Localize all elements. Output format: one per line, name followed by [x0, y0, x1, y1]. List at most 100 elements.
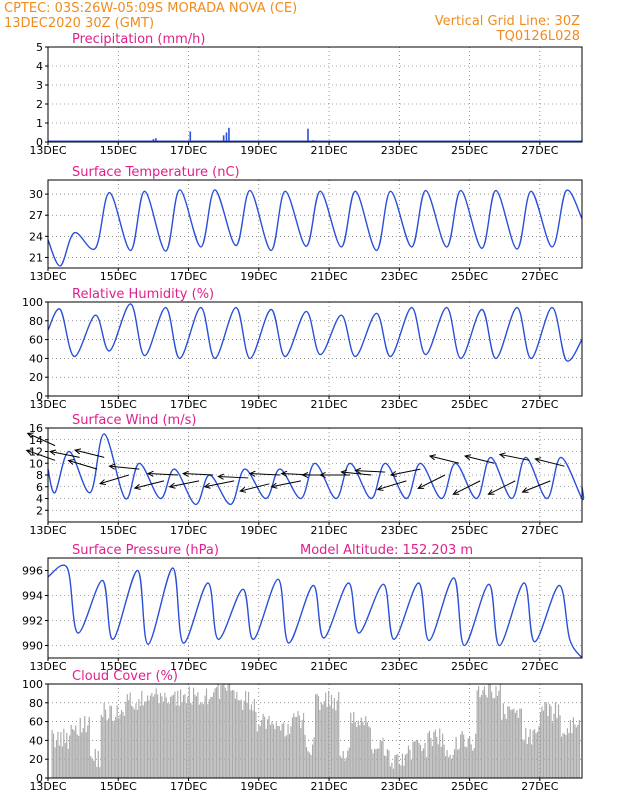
cloud-bar: [496, 695, 499, 778]
cloud-bar: [304, 734, 306, 778]
cloud-bar: [440, 746, 442, 778]
cloud-bar: [403, 765, 405, 778]
wind-arrow-head: [73, 448, 82, 455]
ytick-label: 0: [36, 772, 43, 785]
cloud-bar: [391, 762, 393, 778]
panel-title-precip: Precipitation (mm/h): [72, 32, 205, 47]
ytick-label: 6: [36, 481, 43, 494]
cloud-bar: [447, 757, 450, 778]
wind-arrow-head: [217, 473, 225, 480]
cloud-bar: [240, 699, 242, 778]
wind-arrow-head: [417, 483, 425, 489]
precip-bar: [225, 132, 228, 142]
cloud-bar: [142, 705, 144, 778]
cloud-bar: [572, 717, 574, 778]
wind-arrow: [249, 473, 280, 476]
ytick-label: 21: [29, 251, 43, 264]
cloud-bar: [109, 705, 111, 778]
cloud-bar: [544, 702, 546, 778]
cloud-bar: [141, 690, 143, 778]
xtick-label: 17DEC: [170, 524, 207, 537]
xtick-label: 27DEC: [521, 398, 558, 411]
cloud-bar: [351, 723, 353, 778]
ytick-label: 994: [22, 590, 43, 603]
cloud-bar: [443, 744, 445, 778]
cloud-bar: [123, 715, 125, 778]
wind-arrow: [453, 480, 481, 495]
ytick-label: 20: [29, 371, 43, 384]
cloud-bar: [323, 701, 325, 778]
cloud-bar: [452, 754, 454, 778]
cloud-bar: [536, 731, 539, 778]
cloud-bar: [562, 733, 564, 778]
cloud-bar: [91, 758, 93, 778]
cloud-bar: [154, 694, 156, 778]
cloud-bar: [513, 708, 515, 778]
cloud-bar: [204, 695, 206, 778]
cloud-bar: [451, 758, 453, 778]
cloud-bar: [389, 766, 391, 778]
cloud-bar: [245, 691, 247, 778]
cloud-bar: [72, 729, 74, 778]
cloud-bar: [256, 731, 258, 778]
cloud-bar: [528, 736, 530, 778]
cloud-bar: [486, 697, 488, 778]
panel-pres: 990 992 994 996 13DEC 15DEC 17DEC 19DEC 21DEC 23D…: [22, 543, 583, 673]
cloud-bar: [161, 696, 163, 778]
cloud-bar: [201, 702, 203, 778]
cloud-bar: [52, 733, 55, 778]
cloud-bar: [275, 722, 277, 778]
cloud-bar: [394, 755, 396, 778]
cloud-bar: [188, 686, 190, 778]
cloud-bar: [239, 700, 241, 778]
cloud-bar: [242, 710, 244, 778]
cloud-bar: [264, 716, 266, 778]
cloud-bar: [532, 730, 534, 778]
cloud-bar: [326, 706, 328, 778]
wind-arrow-head: [301, 471, 309, 479]
cloud-bar: [190, 702, 192, 778]
ytick-label: 992: [22, 615, 43, 628]
cloud-bar: [93, 760, 95, 778]
cloud-bar: [262, 713, 264, 778]
wind-arrow: [99, 474, 129, 485]
cloud-bar: [419, 744, 422, 778]
cloud-bar: [467, 738, 469, 778]
xtick-label: 25DEC: [451, 524, 488, 537]
cloud-bar: [195, 696, 198, 778]
cloud-bar: [100, 714, 102, 778]
pres-line: [47, 564, 583, 659]
xtick-label: 21DEC: [310, 780, 347, 793]
cloud-bar: [255, 711, 257, 778]
cloud-bar: [505, 718, 507, 778]
cloud-bar: [82, 728, 84, 778]
cloud-bar: [259, 726, 261, 778]
cloud-bar: [559, 715, 561, 778]
header-station: CPTEC: 03S:26W-05:09S MORADA NOVA (CE): [4, 1, 297, 16]
ytick-label: 16: [29, 422, 43, 435]
wind-arrow: [109, 465, 140, 470]
cloud-bar: [192, 687, 195, 778]
ytick-label: 4: [36, 60, 43, 73]
ytick-label: 60: [29, 334, 43, 347]
cloud-bar: [106, 720, 108, 778]
wind-arrow: [535, 458, 565, 467]
xtick-label: 25DEC: [451, 660, 488, 673]
cloud-bar: [472, 750, 474, 778]
cloud-bar: [131, 705, 133, 778]
cloud-bar: [317, 695, 320, 778]
cloud-bar: [533, 729, 536, 778]
cloud-bar: [577, 724, 579, 778]
panel-title-temp: Surface Temperature (nC): [72, 165, 240, 180]
cloud-bar: [129, 692, 131, 778]
cloud-bar: [78, 735, 80, 778]
cloud-bar: [125, 701, 127, 778]
cloud-bar: [277, 726, 279, 778]
cloud-bar: [286, 735, 288, 778]
cloud-bar: [99, 767, 101, 778]
cloud-bar: [69, 735, 71, 778]
cloud-bar: [252, 710, 254, 778]
cloud-bar: [348, 747, 350, 778]
ytick-label: 60: [29, 716, 43, 729]
cloud-bar: [170, 696, 172, 778]
